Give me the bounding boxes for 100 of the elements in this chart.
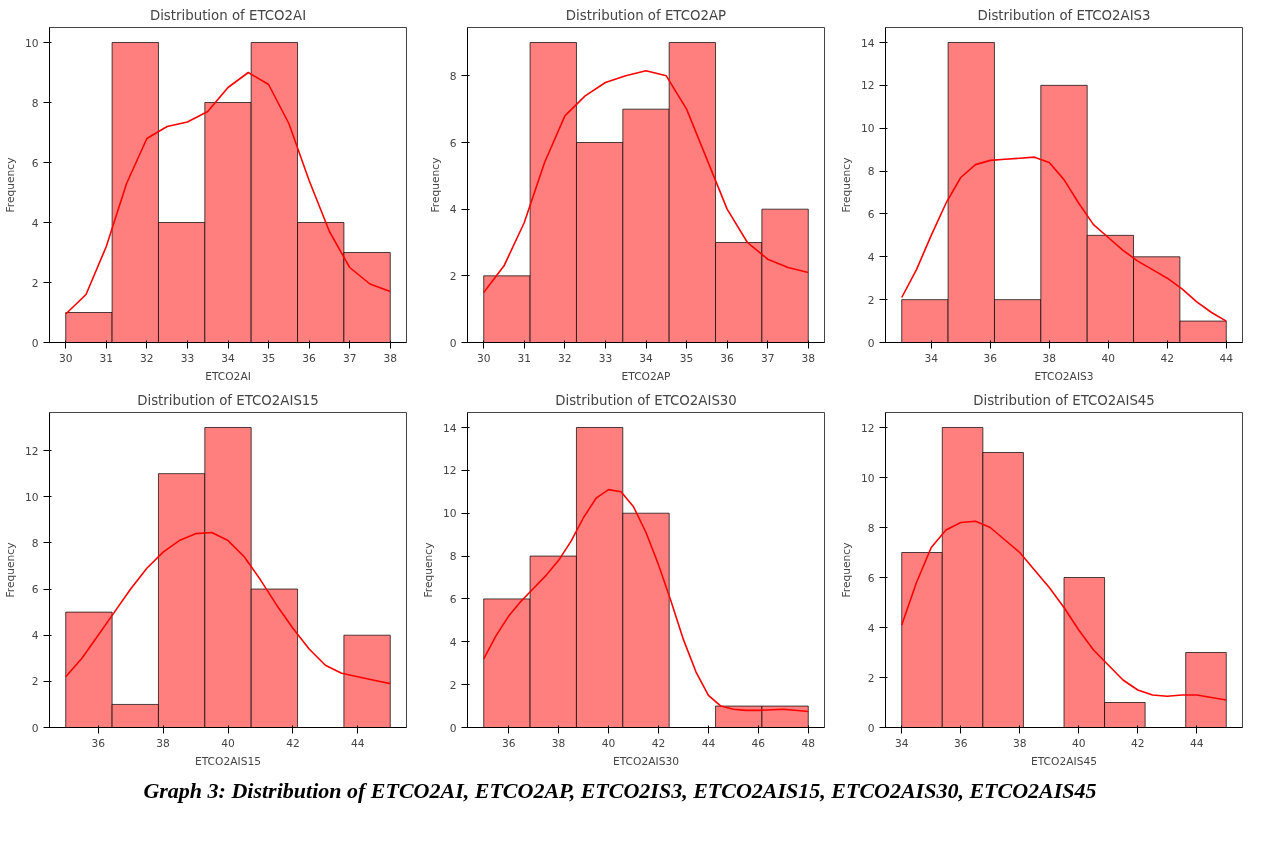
y-tick-label: 4 (449, 203, 457, 217)
x-tick-label: 37 (760, 351, 775, 365)
y-tick-label: 12 (442, 464, 457, 478)
y-tick-label: 8 (867, 521, 875, 535)
y-tick-label: 6 (867, 571, 875, 585)
x-tick-label: 32 (558, 351, 572, 365)
x-tick-label: 35 (261, 351, 276, 365)
y-tick-label: 0 (31, 721, 39, 735)
chart-title: Distribution of ETCO2AIS15 (137, 392, 319, 408)
chart-title: Distribution of ETCO2AIS45 (973, 392, 1155, 408)
x-tick-label: 31 (517, 351, 532, 365)
y-tick-label: 12 (24, 444, 39, 458)
y-tick-label: 0 (449, 336, 457, 350)
x-tick-label: 36 (302, 351, 317, 365)
y-tick-label: 2 (449, 678, 457, 692)
y-axis-title: Frequency (3, 157, 17, 213)
x-tick-label: 34 (639, 351, 653, 365)
y-tick-label: 6 (31, 583, 39, 597)
x-axis-title: ETCO2AIS45 (1031, 754, 1097, 768)
x-tick-label: 31 (99, 351, 114, 365)
y-tick-label: 4 (867, 250, 875, 264)
y-tick-label: 12 (860, 79, 875, 93)
y-axis-title: Frequency (421, 542, 435, 598)
chart-title: Distribution of ETCO2AIS3 (977, 7, 1151, 23)
caption: Graph 3: Distribution of ETCO2AI, ETCO2AP, ETCO2IS3, ETCO2AIS15, ETCO2AIS30, ETCO2AIS45 (143, 777, 1097, 805)
y-tick-label: 8 (31, 536, 39, 550)
y-tick-label: 10 (860, 471, 875, 485)
y-tick-label: 4 (449, 635, 457, 649)
x-tick-label: 38 (1042, 351, 1057, 365)
y-axis-title: Frequency (839, 542, 853, 598)
y-tick-label: 2 (449, 269, 457, 283)
x-tick-label: 38 (156, 736, 171, 750)
y-tick-label: 14 (442, 421, 457, 435)
y-tick-label: 8 (449, 69, 457, 83)
x-tick-label: 44 (701, 736, 716, 750)
x-tick-label: 40 (221, 736, 235, 750)
x-tick-label: 36 (983, 351, 998, 365)
x-tick-label: 30 (476, 351, 491, 365)
y-tick-label: 14 (860, 36, 875, 50)
y-tick-label: 0 (31, 336, 39, 350)
y-tick-label: 0 (867, 721, 875, 735)
x-tick-label: 36 (501, 736, 516, 750)
y-tick-label: 2 (867, 671, 875, 685)
x-tick-label: 30 (58, 351, 73, 365)
x-tick-label: 34 (221, 351, 235, 365)
y-tick-label: 12 (860, 421, 875, 435)
y-tick-label: 0 (867, 336, 875, 350)
y-axis-title: Frequency (3, 542, 17, 598)
x-tick-label: 38 (383, 351, 398, 365)
y-tick-label: 4 (31, 629, 39, 643)
y-tick-label: 4 (867, 621, 875, 635)
chart-title: Distribution of ETCO2AIS30 (555, 392, 737, 408)
chart-title: Distribution of ETCO2AP (565, 7, 727, 23)
x-tick-label: 38 (801, 351, 816, 365)
y-tick-label: 8 (449, 550, 457, 564)
y-tick-label: 10 (24, 490, 39, 504)
x-tick-label: 44 (1189, 736, 1204, 750)
x-axis-title: ETCO2AIS30 (613, 754, 680, 768)
x-tick-label: 42 (651, 736, 666, 750)
y-tick-label: 6 (867, 207, 875, 221)
x-tick-label: 33 (598, 351, 613, 365)
y-tick-label: 10 (860, 122, 875, 136)
x-tick-label: 40 (1071, 736, 1086, 750)
x-axis-title: ETCO2AIS15 (195, 754, 261, 768)
x-tick-label: 32 (140, 351, 154, 365)
y-tick-label: 2 (31, 276, 39, 290)
x-tick-label: 38 (1012, 736, 1027, 750)
x-tick-label: 42 (1130, 736, 1145, 750)
x-tick-label: 36 (720, 351, 735, 365)
y-tick-label: 8 (867, 165, 875, 179)
x-tick-label: 46 (751, 736, 766, 750)
x-tick-label: 42 (1160, 351, 1175, 365)
y-tick-label: 6 (449, 592, 457, 606)
y-tick-label: 8 (31, 96, 39, 110)
y-tick-label: 4 (31, 216, 39, 230)
x-tick-label: 48 (801, 736, 816, 750)
x-axis-title: ETCO2AI (205, 369, 251, 383)
x-tick-label: 40 (1101, 351, 1116, 365)
chart-title: Distribution of ETCO2AI (149, 7, 307, 23)
y-tick-label: 2 (31, 675, 39, 689)
x-tick-label: 36 (953, 736, 968, 750)
x-tick-label: 34 (894, 736, 909, 750)
x-tick-label: 44 (351, 736, 365, 750)
x-axis-title: ETCO2AP (621, 369, 672, 383)
x-tick-label: 37 (342, 351, 357, 365)
x-tick-label: 34 (924, 351, 939, 365)
x-tick-label: 38 (551, 736, 566, 750)
y-tick-label: 10 (24, 36, 39, 50)
x-tick-label: 33 (180, 351, 195, 365)
y-tick-label: 0 (449, 721, 457, 735)
y-tick-label: 10 (442, 507, 457, 521)
x-tick-label: 35 (679, 351, 694, 365)
y-axis-title: Frequency (428, 157, 442, 213)
y-tick-label: 2 (867, 293, 875, 307)
y-tick-label: 6 (31, 156, 39, 170)
x-tick-label: 36 (91, 736, 106, 750)
x-tick-label: 42 (286, 736, 300, 750)
x-axis-title: ETCO2AIS3 (1034, 369, 1094, 383)
y-tick-label: 6 (449, 136, 457, 150)
y-axis-title: Frequency (839, 157, 853, 213)
